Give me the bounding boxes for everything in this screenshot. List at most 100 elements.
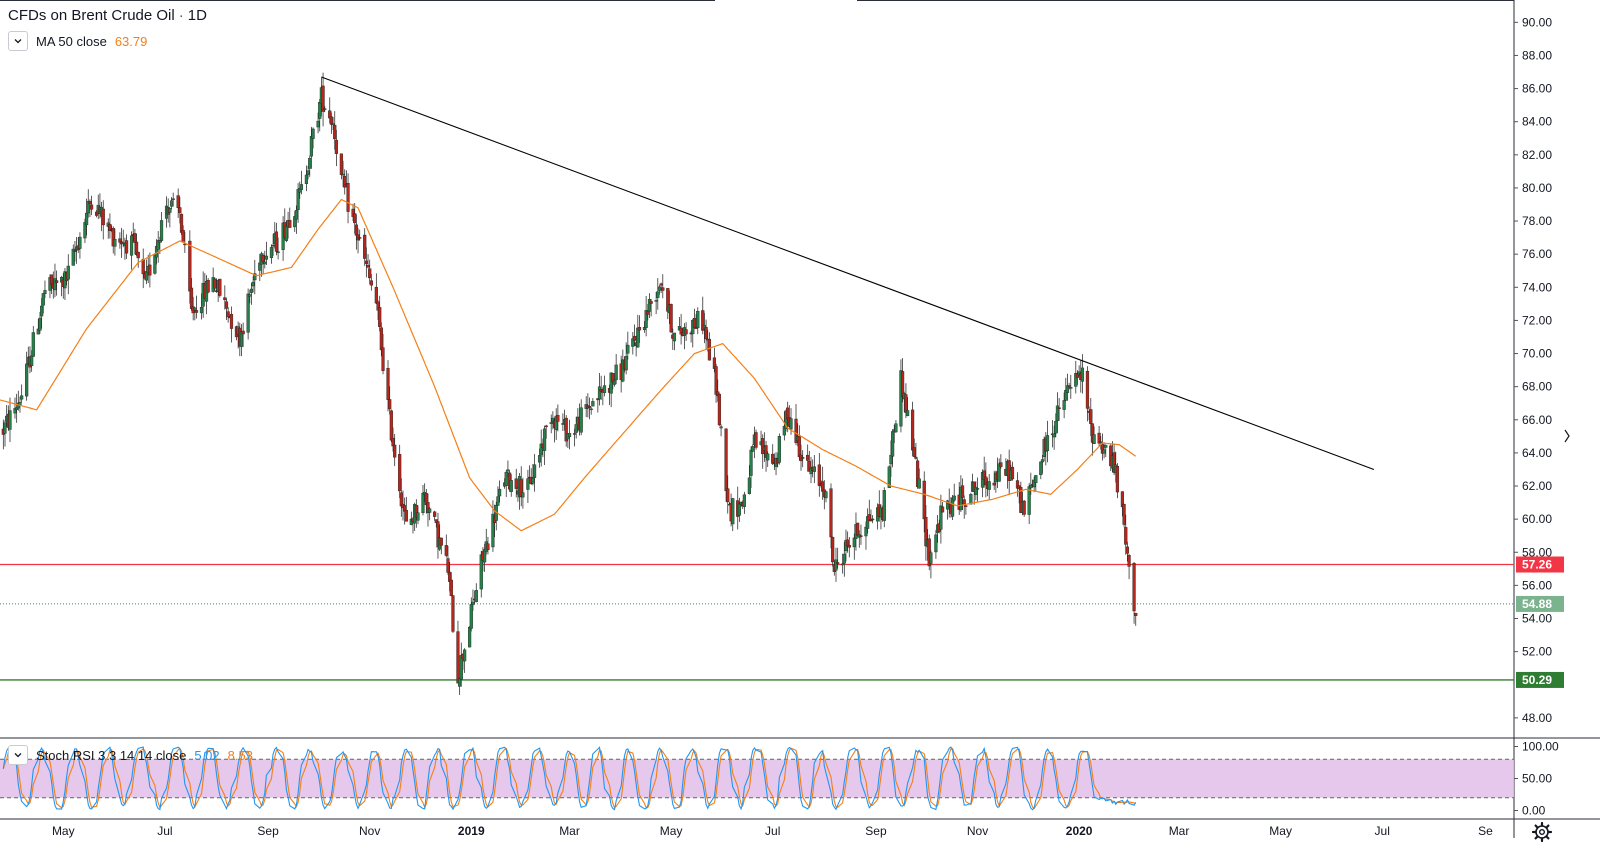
candle-down	[136, 251, 140, 259]
price-tick-label: 54.00	[1522, 612, 1552, 626]
stoch-rsi-legend-label: Stoch RSI 3 3 14 14 close	[36, 747, 187, 763]
candle-down	[366, 265, 370, 268]
candle-down	[856, 522, 860, 536]
candle-down	[962, 499, 966, 505]
candle-up	[997, 463, 1001, 482]
candle-down	[1132, 562, 1136, 612]
stoch-rsi-k-value: 5.02	[194, 747, 220, 763]
candle-up	[263, 261, 267, 265]
candle-up	[1054, 420, 1058, 434]
candle-down	[486, 543, 490, 551]
price-tick-label: 82.00	[1522, 148, 1552, 162]
candle-down	[386, 367, 390, 400]
stoch-tick-label: 50.00	[1522, 772, 1552, 786]
candle-up	[158, 240, 162, 243]
time-tick-label: Nov	[359, 824, 380, 838]
candle-up	[917, 478, 921, 489]
candle-down	[726, 488, 730, 503]
price-tick-label: 52.00	[1522, 645, 1552, 659]
candle-up	[626, 344, 630, 354]
candle-up	[168, 208, 172, 213]
candle-down	[381, 347, 385, 371]
last-price-label-bg	[1516, 595, 1564, 612]
candle-down	[389, 410, 393, 441]
price-tick-label: 84.00	[1522, 115, 1552, 129]
price-tick-label: 86.00	[1522, 82, 1552, 96]
price-tick-label: 64.00	[1522, 446, 1552, 460]
collapse-ma-chevron-icon[interactable]	[8, 31, 28, 51]
candle-up	[284, 225, 289, 241]
candle-up	[40, 305, 44, 317]
price-tick-label: 48.00	[1522, 711, 1552, 725]
candle-up	[271, 244, 275, 247]
candle-up	[542, 428, 547, 451]
settings-gear-icon[interactable]	[1531, 821, 1553, 843]
candle-up	[506, 469, 510, 472]
stoch-rsi-legend: Stoch RSI 3 3 14 14 close 5.02 8.53	[8, 745, 261, 765]
candle-up	[421, 492, 425, 513]
candle-up	[929, 552, 933, 564]
candle-down	[704, 327, 708, 340]
candle-up	[747, 477, 751, 494]
collapse-rsi-chevron-icon[interactable]	[8, 745, 28, 765]
price-tick-label: 78.00	[1522, 214, 1552, 228]
candle-up	[1045, 435, 1050, 452]
candle-up	[842, 553, 846, 564]
candle-up	[574, 424, 578, 433]
candle-down	[1120, 491, 1125, 508]
candle-up	[504, 471, 508, 486]
candle-up	[496, 496, 500, 506]
support-price-label-bg	[1516, 671, 1564, 688]
price-tick-label: 90.00	[1522, 15, 1552, 29]
candle-down	[1085, 370, 1090, 409]
candle-down	[188, 240, 192, 292]
candle-up	[656, 291, 660, 298]
candle-up	[248, 294, 252, 297]
candle-up	[294, 210, 299, 220]
time-tick-label: 2020	[1066, 824, 1093, 838]
candle-up	[318, 101, 322, 119]
candle-up	[331, 123, 335, 125]
price-tick-label: 88.00	[1522, 48, 1552, 62]
candle-up	[463, 649, 467, 662]
candle-up	[153, 255, 157, 274]
candle-up	[264, 255, 269, 260]
candle-up	[1102, 449, 1106, 454]
price-tick-label: 72.00	[1522, 313, 1552, 327]
candle-down	[637, 327, 642, 331]
candle-down	[368, 268, 372, 279]
chart-title-row: CFDs on Brent Crude Oil · 1D	[8, 7, 207, 24]
candle-up	[975, 488, 980, 490]
candle-up	[3, 422, 7, 434]
candle-up	[654, 300, 658, 302]
candle-down	[364, 260, 368, 264]
candle-up	[41, 293, 45, 306]
candle-down	[1115, 466, 1120, 493]
candle-down	[398, 454, 402, 492]
candle-down	[346, 183, 350, 212]
candle-down	[831, 536, 835, 563]
candle-up	[789, 418, 793, 430]
time-tick-label: Mar	[559, 824, 580, 838]
candle-down	[564, 417, 568, 442]
candle-up	[304, 174, 309, 184]
candle-down	[334, 139, 338, 154]
candle-down	[649, 301, 653, 304]
candle-down	[669, 304, 673, 333]
candle-up	[871, 518, 875, 521]
stoch-rsi-k-line	[2, 746, 1137, 811]
candle-down	[388, 399, 392, 410]
candle-down	[1010, 466, 1015, 480]
candle-down	[213, 278, 217, 289]
candle-up	[25, 363, 29, 397]
candle-up	[84, 212, 89, 226]
candle-up	[969, 494, 973, 505]
candle-down	[1022, 500, 1026, 515]
candle-up	[276, 251, 280, 253]
time-tick-label: Jul	[1375, 824, 1390, 838]
descending-trendline	[321, 76, 1375, 470]
candle-down	[992, 482, 996, 486]
candle-up	[894, 423, 898, 433]
candle-down	[1067, 385, 1071, 387]
